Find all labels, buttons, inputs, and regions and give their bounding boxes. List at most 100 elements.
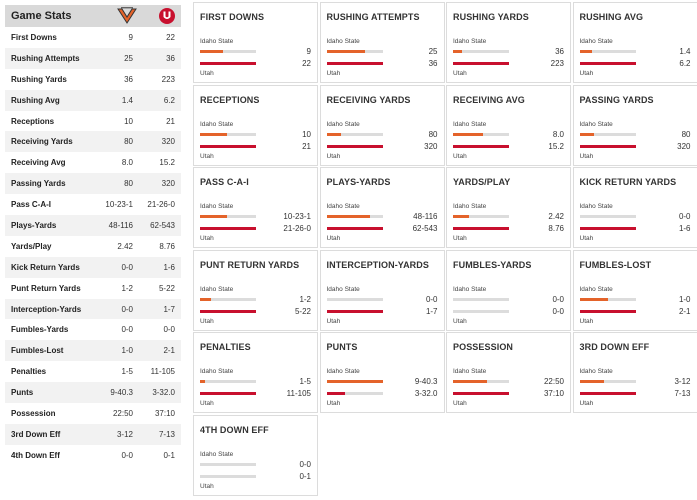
stat-row-home-value: 3-32.0 bbox=[152, 388, 175, 398]
stat-card-home-team: Utah bbox=[453, 317, 467, 325]
stat-card-home-team: Utah bbox=[453, 400, 467, 407]
stat-card-home-value: 22 bbox=[302, 59, 311, 68]
stat-row-home-value: 0-1 bbox=[163, 450, 175, 460]
home-bar-fill bbox=[200, 62, 256, 65]
stat-row-away-value: 0-0 bbox=[121, 450, 133, 460]
stat-card-home-team: Utah bbox=[579, 235, 594, 242]
stat-card-away-team: Idaho State bbox=[200, 450, 234, 458]
game-stats-table: Game Stats First Downs 9 22 Rushing Attempt… bbox=[5, 5, 181, 466]
stat-card-away-value: 80 bbox=[428, 129, 438, 139]
stat-card-away-value: 9 bbox=[306, 47, 311, 56]
stat-card-title: RECEIVING AVG bbox=[453, 94, 525, 105]
stat-card-home-value: 320 bbox=[677, 141, 691, 151]
away-bar-track bbox=[200, 462, 256, 466]
home-bar-track bbox=[579, 309, 636, 313]
stat-card-home-team: Utah bbox=[200, 152, 214, 160]
stat-card: YARDS/PLAY Idaho State 2.42 8.76 Utah bbox=[446, 167, 571, 248]
stat-row-label: Passing Yards bbox=[11, 179, 66, 189]
stat-card-away-value: 8.0 bbox=[552, 129, 564, 139]
stat-row-label: Fumbles-Yards bbox=[11, 325, 69, 335]
stat-card-away-team: Idaho State bbox=[453, 285, 487, 293]
stat-card-home-team: Utah bbox=[326, 317, 341, 325]
home-bar-track bbox=[453, 62, 509, 65]
stat-card-away-value: 80 bbox=[681, 129, 691, 139]
stat-card-away-team: Idaho State bbox=[200, 203, 234, 210]
stat-card-away-team: Idaho State bbox=[326, 368, 360, 375]
stat-row: Plays-Yards 48-116 62-543 bbox=[5, 215, 181, 236]
stat-row-away-value: 10-23-1 bbox=[105, 200, 133, 210]
stat-card-home-value: 7-13 bbox=[674, 389, 691, 398]
stat-row-away-value: 0-0 bbox=[121, 262, 133, 272]
stat-card-home-team: Utah bbox=[326, 400, 341, 407]
away-bar-track bbox=[453, 297, 509, 301]
away-bar-fill bbox=[579, 50, 593, 53]
home-bar-track bbox=[326, 227, 383, 230]
stat-card-away-team: Idaho State bbox=[326, 38, 360, 45]
home-bar-track bbox=[200, 309, 256, 313]
away-bar-fill bbox=[453, 50, 462, 53]
home-bar-track bbox=[326, 392, 383, 395]
stat-card: RUSHING AVG Idaho State 1.4 6.2 Utah bbox=[572, 2, 697, 83]
stat-row-label: Fumbles-Lost bbox=[11, 346, 64, 356]
home-bar-fill bbox=[200, 392, 256, 395]
stat-row-home-value: 7-13 bbox=[158, 429, 175, 439]
stat-card: 3RD DOWN EFF Idaho State 3-12 7-13 Utah bbox=[572, 332, 697, 413]
stat-card-away-team: Idaho State bbox=[200, 368, 234, 375]
away-bar-track bbox=[200, 380, 256, 383]
stat-card-away-team: Idaho State bbox=[453, 203, 487, 210]
stat-card-title: FUMBLES-LOST bbox=[579, 259, 652, 270]
stat-card: RECEPTIONS Idaho State 10 21 Utah bbox=[193, 84, 318, 166]
home-bar-track bbox=[200, 62, 256, 65]
stat-card: PASS C-A-I Idaho State 10-23-1 21-26-0 Utah bbox=[193, 167, 318, 248]
stat-card-home-team: Utah bbox=[200, 400, 214, 407]
away-bar-track bbox=[579, 132, 636, 136]
stat-card: INTERCEPTION-YARDS Idaho State 0-0 1-7 Utah bbox=[319, 249, 445, 331]
stat-row-label: Plays-Yards bbox=[11, 220, 57, 230]
stat-card: 4TH DOWN EFF Idaho State 0-0 0-1 Utah bbox=[193, 414, 318, 496]
home-bar-fill bbox=[579, 144, 636, 148]
stat-row-home-value: 21 bbox=[166, 116, 175, 126]
stat-row-away-value: 2.42 bbox=[117, 241, 133, 251]
stat-card-away-team: Idaho State bbox=[326, 203, 360, 210]
stat-row-away-value: 48-116 bbox=[108, 220, 133, 230]
stat-row: Receiving Avg 8.0 15.2 bbox=[5, 152, 181, 173]
stat-card-title: RUSHING YARDS bbox=[453, 12, 529, 22]
stat-card-title: PENALTIES bbox=[200, 342, 251, 352]
stat-card-home-team: Utah bbox=[579, 400, 594, 407]
home-bar-track bbox=[200, 144, 256, 148]
stat-card-home-team: Utah bbox=[579, 317, 594, 325]
stat-row-away-value: 36 bbox=[124, 74, 133, 84]
away-bar-track bbox=[453, 50, 509, 53]
stat-card-title: KICK RETURN YARDS bbox=[579, 177, 677, 187]
stat-row: Rushing Avg 1.4 6.2 bbox=[5, 89, 181, 111]
stat-card-away-value: 25 bbox=[428, 47, 438, 56]
home-bar-track bbox=[453, 392, 509, 395]
stat-row-home-value: 6.2 bbox=[163, 95, 175, 105]
away-bar-fill bbox=[200, 50, 223, 53]
away-bar-fill bbox=[453, 215, 469, 218]
stat-card-away-value: 1-5 bbox=[299, 377, 311, 386]
stat-card-away-value: 0-0 bbox=[299, 459, 311, 469]
stat-row-label: Interception-Yards bbox=[11, 304, 82, 314]
stat-card-home-team: Utah bbox=[326, 235, 341, 242]
stat-row-home-value: 1-7 bbox=[163, 304, 175, 314]
stat-row-label: Penalties bbox=[11, 367, 47, 377]
stat-row-home-value: 22 bbox=[166, 32, 175, 42]
away-bar-track bbox=[200, 297, 256, 301]
stat-row-label: First Downs bbox=[11, 32, 57, 42]
stat-card-home-team: Utah bbox=[579, 152, 594, 160]
stat-card-title: RUSHING AVG bbox=[579, 12, 644, 22]
home-bar-fill bbox=[200, 227, 256, 230]
stat-card-title: PLAYS-YARDS bbox=[326, 177, 391, 187]
stat-card-away-team: Idaho State bbox=[579, 203, 613, 210]
home-bar-track bbox=[200, 392, 256, 395]
stat-card-away-value: 0-0 bbox=[425, 294, 438, 304]
game-stats-header: Game Stats bbox=[5, 5, 181, 27]
away-bar-fill bbox=[200, 215, 227, 218]
stat-card: PUNT RETURN YARDS Idaho State 1-2 5-22 Utah bbox=[193, 249, 318, 331]
home-bar-track bbox=[579, 392, 636, 395]
stat-card-home-value: 8.76 bbox=[548, 224, 564, 233]
stat-card-away-value: 48-116 bbox=[413, 212, 438, 221]
stat-card-home-team: Utah bbox=[200, 235, 214, 242]
home-bar-track bbox=[200, 227, 256, 230]
